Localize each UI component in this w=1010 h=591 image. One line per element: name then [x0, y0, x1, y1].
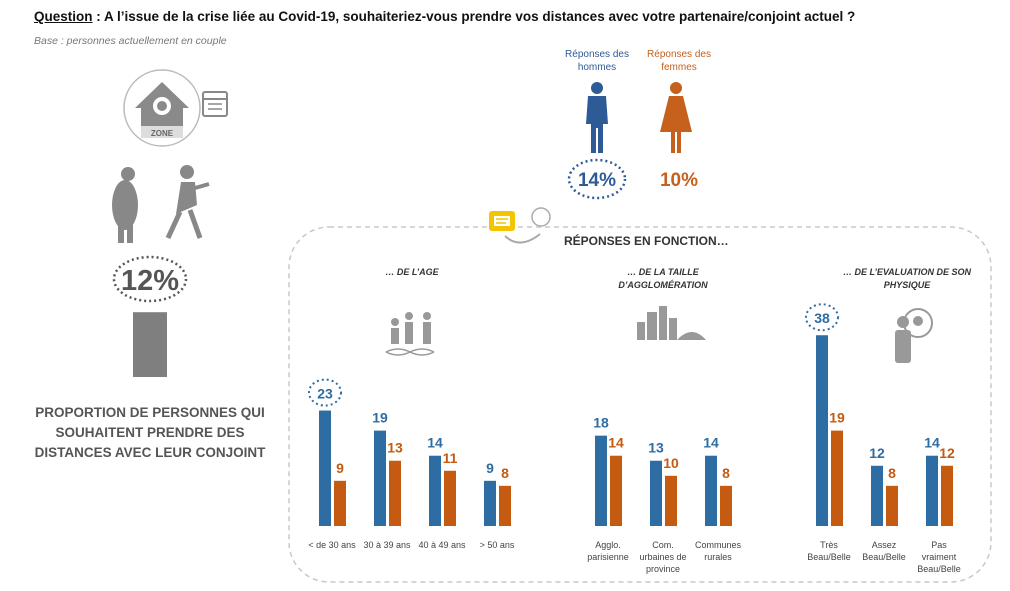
overall-description: PROPORTION DE PERSONNES QUI SOUHAITENT P… — [34, 405, 266, 460]
couple-leaving-icon — [112, 165, 210, 243]
data-label: 8 — [501, 465, 509, 481]
men-label: Réponses des hommes — [565, 49, 629, 73]
data-label: 13 — [648, 440, 664, 456]
category-label: Agglo. parisienne — [587, 540, 629, 562]
bar-women — [831, 430, 843, 526]
data-label: 19 — [372, 410, 388, 426]
question-text: : A l’issue de la crise liée au Covid-19… — [92, 9, 856, 24]
bar-women — [941, 465, 953, 526]
bar-men — [926, 455, 938, 526]
bar-women — [444, 470, 456, 526]
bar-men — [595, 435, 607, 526]
men-value: 14% — [578, 170, 616, 191]
category-label: Com. urbaines de province — [639, 540, 686, 574]
question-title: Question : A l’issue de la crise liée au… — [34, 9, 855, 24]
category-label: Pas vraiment Beau/Belle — [917, 540, 961, 574]
category-label: Communes rurales — [695, 540, 742, 562]
bar-women — [389, 460, 401, 526]
panel-title-age: … DE L’AGE — [385, 267, 439, 277]
bar-men — [484, 480, 496, 526]
data-label: 14 — [608, 435, 624, 451]
data-label: 10 — [663, 455, 679, 471]
women-value: 10% — [660, 170, 698, 191]
data-label: 14 — [427, 435, 443, 451]
data-label: 23 — [317, 386, 333, 402]
bar-men — [429, 455, 441, 526]
data-label: 14 — [703, 435, 719, 451]
data-label: 11 — [443, 450, 458, 466]
data-label: 8 — [888, 465, 896, 481]
bar-women — [720, 485, 732, 526]
data-label: 8 — [722, 465, 730, 481]
panel-title-agglomeration: … DE LA TAILLE D’AGGLOMÉRATION — [618, 267, 708, 290]
bar-women — [610, 455, 622, 526]
overall-value-circle — [112, 255, 188, 303]
women-label: Réponses des femmes — [647, 49, 711, 73]
data-label: 12 — [939, 445, 955, 461]
confinement-zone-text: ZONE — [151, 129, 174, 138]
question-label: Question — [34, 9, 93, 24]
category-label: 30 à 39 ans — [363, 540, 411, 550]
self-evaluation-icon — [895, 308, 933, 363]
chat-bubble-icon — [489, 211, 515, 231]
family-dna-icon — [385, 312, 435, 356]
handshake-icon — [504, 207, 551, 244]
bar-men — [650, 460, 662, 526]
category-label: 40 à 49 ans — [418, 540, 466, 550]
data-label: 14 — [924, 435, 940, 451]
category-label: < de 30 ans — [308, 540, 356, 550]
highlight-circle — [308, 378, 342, 407]
data-label: 18 — [593, 415, 609, 431]
category-label: Très Beau/Belle — [807, 540, 851, 562]
bar-men — [705, 455, 717, 526]
data-label: 19 — [829, 410, 845, 426]
male-figure-icon — [586, 82, 608, 153]
female-figure-icon — [660, 82, 692, 153]
panel-title-physique: … DE L’EVALUATION DE SON PHYSIQUE — [842, 267, 971, 290]
responses-frame — [288, 226, 992, 583]
overall-bar — [133, 312, 167, 377]
base-note: Base : personnes actuellement en couple — [34, 35, 227, 47]
data-label: 13 — [387, 440, 403, 456]
confinement-house-icon: ZONE — [123, 69, 201, 147]
bar-men — [816, 335, 828, 526]
men-value-circle — [567, 158, 627, 200]
responses-title: RÉPONSES EN FONCTION… — [564, 234, 729, 248]
bar-men — [871, 465, 883, 526]
data-label: 9 — [486, 460, 494, 476]
bar-men — [319, 410, 331, 526]
bar-women — [334, 480, 346, 526]
bar-women — [886, 485, 898, 526]
overall-value: 12% — [121, 265, 179, 297]
bar-men — [374, 430, 386, 526]
city-landscape-icon — [637, 306, 706, 340]
data-label: 12 — [869, 445, 885, 461]
category-label: > 50 ans — [480, 540, 515, 550]
data-label: 38 — [814, 310, 830, 326]
highlight-circle — [805, 303, 839, 332]
data-label: 9 — [336, 460, 344, 476]
category-label: Assez Beau/Belle — [862, 540, 906, 562]
bar-women — [665, 475, 677, 526]
bar-women — [499, 485, 511, 526]
calendar-icon — [202, 91, 228, 117]
